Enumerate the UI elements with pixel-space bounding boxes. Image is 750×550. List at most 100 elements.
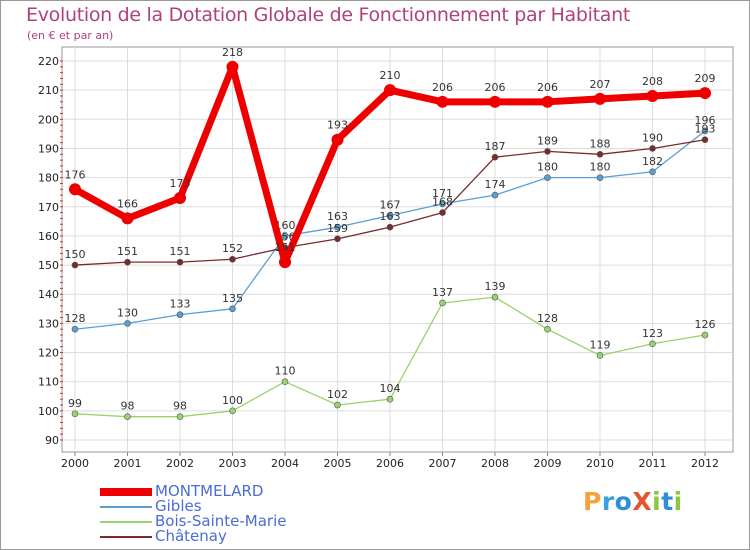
logo-letter-7: i <box>673 487 683 516</box>
data-point-gibles-2006 <box>386 212 394 219</box>
logo-letter-5: i <box>652 487 662 516</box>
data-label-bois-sainte-marie-2012: 126 <box>695 318 716 331</box>
data-label-bois-sainte-marie-2000: 99 <box>68 397 82 410</box>
data-label-gibles-2012: 196 <box>695 114 716 127</box>
data-label-montmelard-2010: 207 <box>590 78 611 91</box>
data-point-montmelard-2009 <box>541 95 554 108</box>
data-point-bois-sainte-marie-2007 <box>439 299 446 307</box>
data-point-montmelard-2005 <box>331 133 344 146</box>
logo-letter-1: P <box>583 487 602 516</box>
data-label-montmelard-2000: 176 <box>65 168 86 181</box>
data-label-bois-sainte-marie-2010: 119 <box>590 338 611 351</box>
data-point-gibles-2008 <box>491 191 499 199</box>
data-point-bois-sainte-marie-2006 <box>386 395 394 403</box>
data-point-bois-sainte-marie-2003 <box>229 407 236 415</box>
data-point-montmelard-2003 <box>226 60 239 73</box>
y-tick-label-200: 200 <box>38 113 59 126</box>
data-point-chatenay-2002 <box>176 258 184 266</box>
proxiti-logo[interactable]: ProXiti <box>583 487 683 516</box>
y-tick-label-110: 110 <box>38 376 59 389</box>
data-label-chatenay-2012: 193 <box>695 123 716 136</box>
data-label-gibles-2004: 160 <box>275 219 296 232</box>
x-tick-label-2002: 2002 <box>166 457 194 470</box>
data-point-chatenay-2003 <box>229 255 236 263</box>
logo-letter-6: t <box>661 487 674 516</box>
data-label-montmelard-2009: 206 <box>537 81 558 94</box>
data-label-gibles-2009: 180 <box>537 161 558 174</box>
data-label-chatenay-2007: 168 <box>432 196 453 209</box>
data-point-chatenay-2010 <box>596 150 604 158</box>
data-label-bois-sainte-marie-2001: 98 <box>121 400 135 413</box>
logo-letter-3: o <box>614 487 633 516</box>
legend-swatch-bois-sainte-marie <box>100 521 152 523</box>
data-label-montmelard-2002: 173 <box>170 177 191 190</box>
x-tick-label-2001: 2001 <box>114 457 142 470</box>
data-point-montmelard-2011 <box>646 89 659 102</box>
logo-letter-4: X <box>632 487 653 516</box>
x-tick-label-2010: 2010 <box>586 457 614 470</box>
data-label-chatenay-2011: 190 <box>642 131 663 144</box>
y-tick-label-140: 140 <box>38 288 59 301</box>
y-tick-label-210: 210 <box>38 84 59 97</box>
legend-label-bois-sainte-marie: Bois-Sainte-Marie <box>155 512 287 530</box>
y-tick-label-220: 220 <box>38 55 59 68</box>
data-point-montmelard-2008 <box>489 95 501 108</box>
data-point-chatenay-2001 <box>124 258 131 266</box>
data-point-bois-sainte-marie-2004 <box>281 378 289 385</box>
data-point-gibles-2011 <box>649 168 656 176</box>
data-point-chatenay-2005 <box>334 235 341 243</box>
data-label-montmelard-2007: 206 <box>432 81 453 94</box>
data-label-gibles-2000: 128 <box>65 312 86 325</box>
logo-letter-2: r <box>601 487 615 516</box>
data-point-gibles-2000 <box>71 325 79 333</box>
data-label-gibles-2006: 167 <box>380 199 401 212</box>
legend-swatch-montmelard <box>100 488 152 496</box>
y-tick-label-130: 130 <box>38 317 59 330</box>
data-point-chatenay-2000 <box>71 261 79 269</box>
data-point-gibles-2010 <box>596 174 604 181</box>
x-tick-label-2006: 2006 <box>376 457 404 470</box>
y-tick-label-180: 180 <box>38 172 59 185</box>
x-tick-label-2000: 2000 <box>61 457 89 470</box>
data-label-chatenay-2009: 189 <box>537 134 558 147</box>
data-point-chatenay-2012 <box>701 136 709 144</box>
data-label-bois-sainte-marie-2008: 139 <box>485 280 506 293</box>
data-point-gibles-2003 <box>229 305 236 313</box>
data-point-chatenay-2007 <box>439 209 446 216</box>
x-tick-label-2009: 2009 <box>534 457 562 470</box>
data-label-gibles-2005: 163 <box>327 210 348 223</box>
data-point-chatenay-2006 <box>386 223 394 231</box>
data-label-chatenay-2000: 150 <box>65 248 86 261</box>
y-tick-label-90: 90 <box>45 434 59 447</box>
data-label-gibles-2010: 180 <box>590 161 611 174</box>
y-tick-label-150: 150 <box>38 259 59 272</box>
data-point-gibles-2001 <box>124 320 131 327</box>
legend-swatch-gibles <box>100 506 152 508</box>
data-label-montmelard-2001: 166 <box>117 197 138 210</box>
legend-swatch-chatenay <box>100 536 152 538</box>
data-label-chatenay-2006: 163 <box>380 210 401 223</box>
data-label-bois-sainte-marie-2007: 137 <box>432 286 453 299</box>
data-label-gibles-2007: 171 <box>432 187 453 200</box>
data-point-bois-sainte-marie-2002 <box>176 413 184 420</box>
data-point-gibles-2005 <box>334 223 341 231</box>
data-label-bois-sainte-marie-2002: 98 <box>173 400 187 413</box>
data-point-montmelard-2012 <box>699 87 711 100</box>
data-label-montmelard-2003: 218 <box>222 46 243 59</box>
data-point-bois-sainte-marie-2001 <box>124 413 131 420</box>
legend-label-chatenay: Châtenay <box>155 527 227 545</box>
data-point-chatenay-2009 <box>544 148 551 155</box>
data-point-chatenay-2008 <box>491 153 499 161</box>
data-point-gibles-2004 <box>281 232 289 240</box>
data-point-bois-sainte-marie-2005 <box>334 401 341 409</box>
x-tick-label-2008: 2008 <box>481 457 509 470</box>
x-tick-label-2011: 2011 <box>639 457 667 470</box>
data-label-montmelard-2012: 209 <box>695 72 716 85</box>
data-point-montmelard-2000 <box>69 183 81 196</box>
data-point-montmelard-2001 <box>121 212 134 225</box>
y-tick-label-120: 120 <box>38 347 59 360</box>
data-label-bois-sainte-marie-2006: 104 <box>380 382 401 395</box>
data-point-bois-sainte-marie-2009 <box>544 325 551 333</box>
y-tick-label-100: 100 <box>38 405 59 418</box>
data-label-gibles-2001: 130 <box>117 306 138 319</box>
